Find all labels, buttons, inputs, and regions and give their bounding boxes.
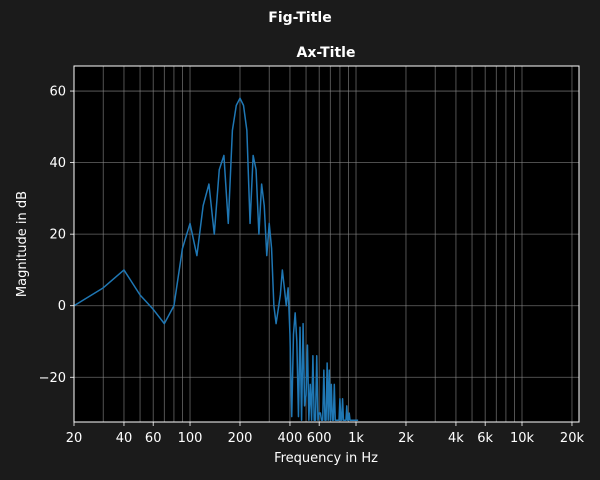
x-tick-label: 200: [228, 431, 253, 446]
x-tick-label: 20k: [560, 431, 585, 446]
x-tick-label: 400: [278, 431, 303, 446]
x-tick-label: 20: [66, 431, 83, 446]
figure-title: Fig-Title: [268, 10, 331, 26]
x-axis-ticks: 20 40 60 100 200 400 600 1k 2k 4k 6k 10k 20k: [66, 422, 585, 446]
x-axis-label: Frequency in Hz: [274, 451, 378, 466]
plot-clip: [74, 97, 359, 421]
y-axis-label: Magnitude in dB: [15, 191, 30, 297]
x-tick-label: 100: [178, 431, 203, 446]
x-tick-label: 1k: [348, 431, 364, 446]
gridlines: [74, 66, 579, 422]
x-tick-label: 60: [145, 431, 162, 446]
x-tick-label: 40: [116, 431, 133, 446]
plot-frame: [73, 65, 580, 423]
axes-title: Ax-Title: [297, 45, 356, 61]
y-tick-label: −20: [39, 371, 66, 386]
y-axis-ticks: 60 40 20 0 −20: [39, 85, 74, 386]
y-tick-label: 0: [58, 299, 66, 314]
y-tick-label: 60: [49, 85, 66, 100]
series-line: [74, 97, 359, 421]
x-tick-label: 600: [307, 431, 332, 446]
x-tick-label: 10k: [510, 431, 535, 446]
x-tick-label: 6k: [477, 431, 493, 446]
x-tick-label: 2k: [398, 431, 414, 446]
y-tick-label: 20: [49, 228, 66, 243]
x-tick-label: 4k: [448, 431, 464, 446]
y-tick-label: 40: [49, 156, 66, 171]
